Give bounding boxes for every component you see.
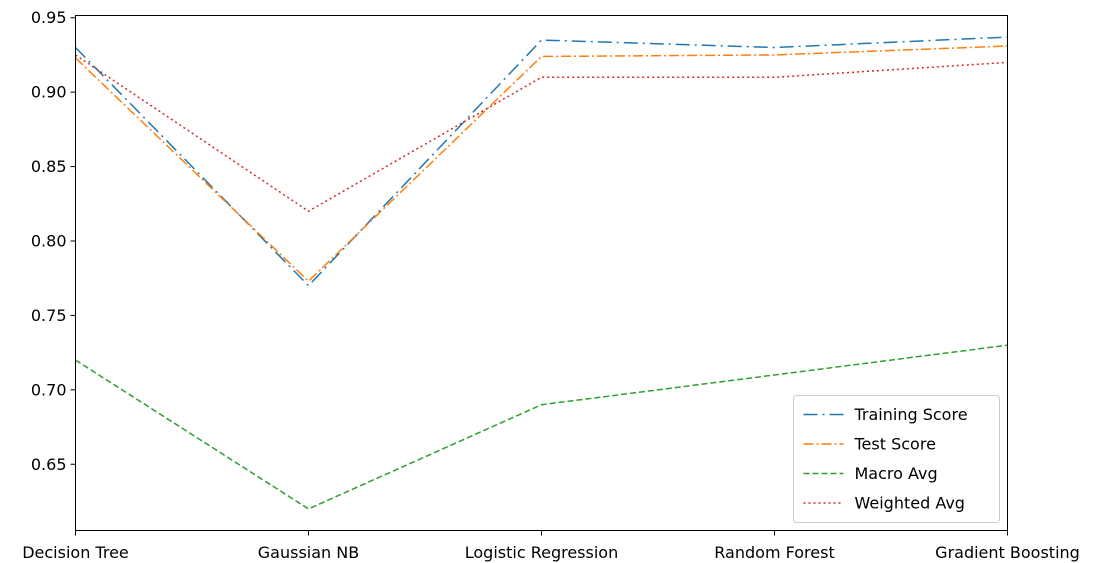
- y-tick-label: 0.75: [31, 306, 67, 325]
- series-line-3: [75, 344, 1008, 510]
- legend-box: [793, 395, 1000, 523]
- x-tick-label: Gradient Boosting: [935, 543, 1080, 562]
- x-tick-label: Gaussian NB: [258, 543, 359, 562]
- series-line-4: [75, 54, 1008, 213]
- plot-lines: [74, 36, 1008, 510]
- legend-label: Weighted Avg: [855, 494, 965, 513]
- y-tick-label: 0.70: [31, 380, 67, 399]
- y-tick-label: 0.95: [31, 8, 67, 27]
- series-line-1: [74, 36, 1008, 287]
- y-tick-label: 0.65: [31, 455, 67, 474]
- series-line-2: [74, 45, 1008, 283]
- legend: Training Score Test Score Macro Avg Weighte…: [793, 395, 1000, 523]
- legend-label: Test Score: [854, 435, 936, 454]
- y-tick-label: 0.80: [31, 231, 67, 250]
- legend-label: Macro Avg: [855, 464, 938, 483]
- legend-label: Training Score: [854, 405, 968, 424]
- x-tick-label: Random Forest: [714, 543, 834, 562]
- y-axis: 0.65 0.70 0.75 0.80 0.85 0.90 0.95: [31, 8, 76, 474]
- x-tick-label: Logistic Regression: [465, 543, 618, 562]
- x-tick-label: Decision Tree: [22, 543, 129, 562]
- y-tick-label: 0.85: [31, 157, 67, 176]
- x-axis: Decision Tree Gaussian NB Logistic Regress…: [22, 530, 1080, 562]
- y-tick-label: 0.90: [31, 83, 67, 102]
